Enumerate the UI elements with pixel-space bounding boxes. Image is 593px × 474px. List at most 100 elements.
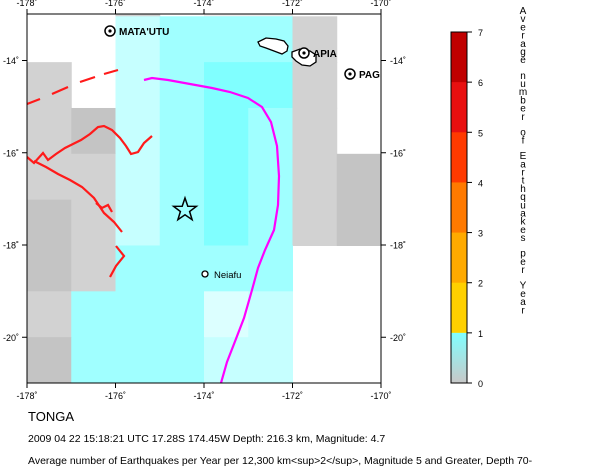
place-label-apia: APIA	[313, 49, 337, 60]
density-cell	[71, 337, 116, 383]
x-tick-label-top: -178˚	[16, 0, 37, 8]
density-cell	[248, 245, 293, 292]
legend-title-char: r	[521, 112, 525, 123]
legend-segment	[451, 282, 467, 334]
density-cell	[159, 107, 205, 155]
y-tick-label-right: -16˚	[390, 148, 406, 158]
legend-color-bar	[451, 32, 467, 384]
density-cell	[115, 153, 161, 201]
legend-tick-label: 3	[478, 229, 483, 239]
density-cell	[204, 199, 249, 246]
legend-title-char: u	[520, 200, 526, 211]
density-cell	[27, 107, 72, 155]
density-cell	[248, 14, 293, 17]
x-tick-label-bottom: -176˚	[105, 391, 126, 401]
density-cell	[115, 16, 161, 63]
legend-segment	[451, 332, 467, 383]
x-tick-label-bottom: -178˚	[16, 391, 37, 401]
density-cell	[248, 107, 293, 155]
legend-title-char: e	[520, 225, 526, 236]
density-cell	[159, 245, 205, 292]
density-cell	[248, 62, 293, 109]
legend-title-char: g	[520, 47, 526, 58]
y-tick-label-left: -20˚	[3, 333, 19, 343]
x-tick-label-top: -170˚	[370, 0, 391, 8]
density-cell	[159, 337, 205, 383]
x-tick-label-bottom: -170˚	[370, 391, 391, 401]
density-cell	[115, 107, 161, 155]
legend-ticks: 7 6 5 4 3 2 1 0	[467, 28, 483, 389]
legend-title-char: v	[521, 14, 526, 25]
density-cell	[115, 62, 161, 109]
x-tick-label-top: -176˚	[105, 0, 126, 8]
legend-title-char: f	[522, 136, 525, 147]
legend-segment	[451, 132, 467, 183]
density-cell	[292, 199, 338, 246]
density-grid	[27, 14, 381, 383]
density-cell	[159, 199, 205, 246]
samoa-upolu-coast	[257, 37, 289, 55]
map-labels: MATA'UTU APIA PAG Neiafu	[104, 25, 380, 281]
legend-title-char: e	[520, 55, 526, 66]
legend-title-char: u	[520, 79, 526, 90]
density-cell	[71, 245, 116, 292]
legend-title-char: s	[521, 233, 526, 244]
density-cell	[336, 153, 381, 201]
density-cell	[204, 153, 249, 201]
x-tick-label-top: -172˚	[282, 0, 303, 8]
legend-title-char: b	[520, 95, 526, 106]
legend-title-char: e	[520, 22, 526, 33]
density-cell	[115, 14, 161, 17]
density-cell	[27, 199, 72, 246]
legend-tick-label: 0	[478, 379, 483, 389]
density-cell	[159, 291, 205, 338]
town-icon	[201, 270, 209, 278]
y-tick-label-right: -18˚	[390, 241, 406, 251]
legend-title-char: a	[520, 159, 526, 170]
legend-segment	[451, 32, 467, 83]
density-cell	[292, 107, 338, 155]
density-cell	[204, 291, 249, 338]
density-cell	[204, 16, 249, 63]
legend-tick-label: 4	[478, 178, 483, 188]
density-cell	[115, 291, 161, 338]
y-tick-label-right: -14˚	[390, 56, 406, 66]
legend-title-char: a	[520, 297, 526, 308]
legend-segment	[451, 182, 467, 234]
legend-tick-label: 7	[478, 28, 483, 38]
legend-tick-label: 1	[478, 329, 483, 339]
density-cell	[27, 291, 72, 338]
legend-note: Average number of Earthquakes per Year p…	[28, 455, 533, 467]
density-cell	[71, 153, 116, 201]
density-cell	[292, 62, 338, 109]
legend-title-char: p	[520, 249, 526, 260]
legend-title-char: e	[520, 257, 526, 268]
legend-title-char: q	[520, 192, 526, 203]
plate-boundary-fault-c	[109, 245, 126, 278]
event-summary: 2009 04 22 15:18:21 UTC 17.28S 174.45W D…	[28, 433, 386, 445]
axis-tick-labels: -178˚ -178˚ -176˚ -176˚ -174˚ -174˚ -172˚ -172˚…	[3, 0, 406, 401]
density-cell	[248, 337, 293, 383]
place-label-neiafu: Neiafu	[214, 270, 241, 281]
legend-title-char: k	[521, 217, 527, 228]
legend-tick-label: 2	[478, 279, 483, 289]
y-tick-label-left: -14˚	[3, 56, 19, 66]
legend-title-char: a	[520, 39, 526, 50]
density-cell	[292, 153, 338, 201]
plate-boundary-north-dashed	[27, 68, 119, 106]
density-cell	[204, 245, 249, 292]
density-cell	[204, 337, 249, 383]
map-frame: MATA'UTU APIA PAG Neiafu -178˚ -178˚ -176˚…	[3, 0, 406, 401]
density-cell	[27, 245, 72, 292]
plate-boundary-fault-b	[95, 202, 113, 213]
legend-title-char: r	[521, 305, 525, 316]
legend-title-char: h	[520, 184, 526, 195]
plate-boundary-fault-a	[33, 160, 123, 233]
x-tick-label-bottom: -174˚	[193, 391, 214, 401]
legend-title-char: r	[521, 265, 525, 276]
epicenter-star-icon	[171, 195, 199, 222]
density-cell	[248, 291, 293, 338]
legend-title-char: r	[521, 31, 525, 42]
